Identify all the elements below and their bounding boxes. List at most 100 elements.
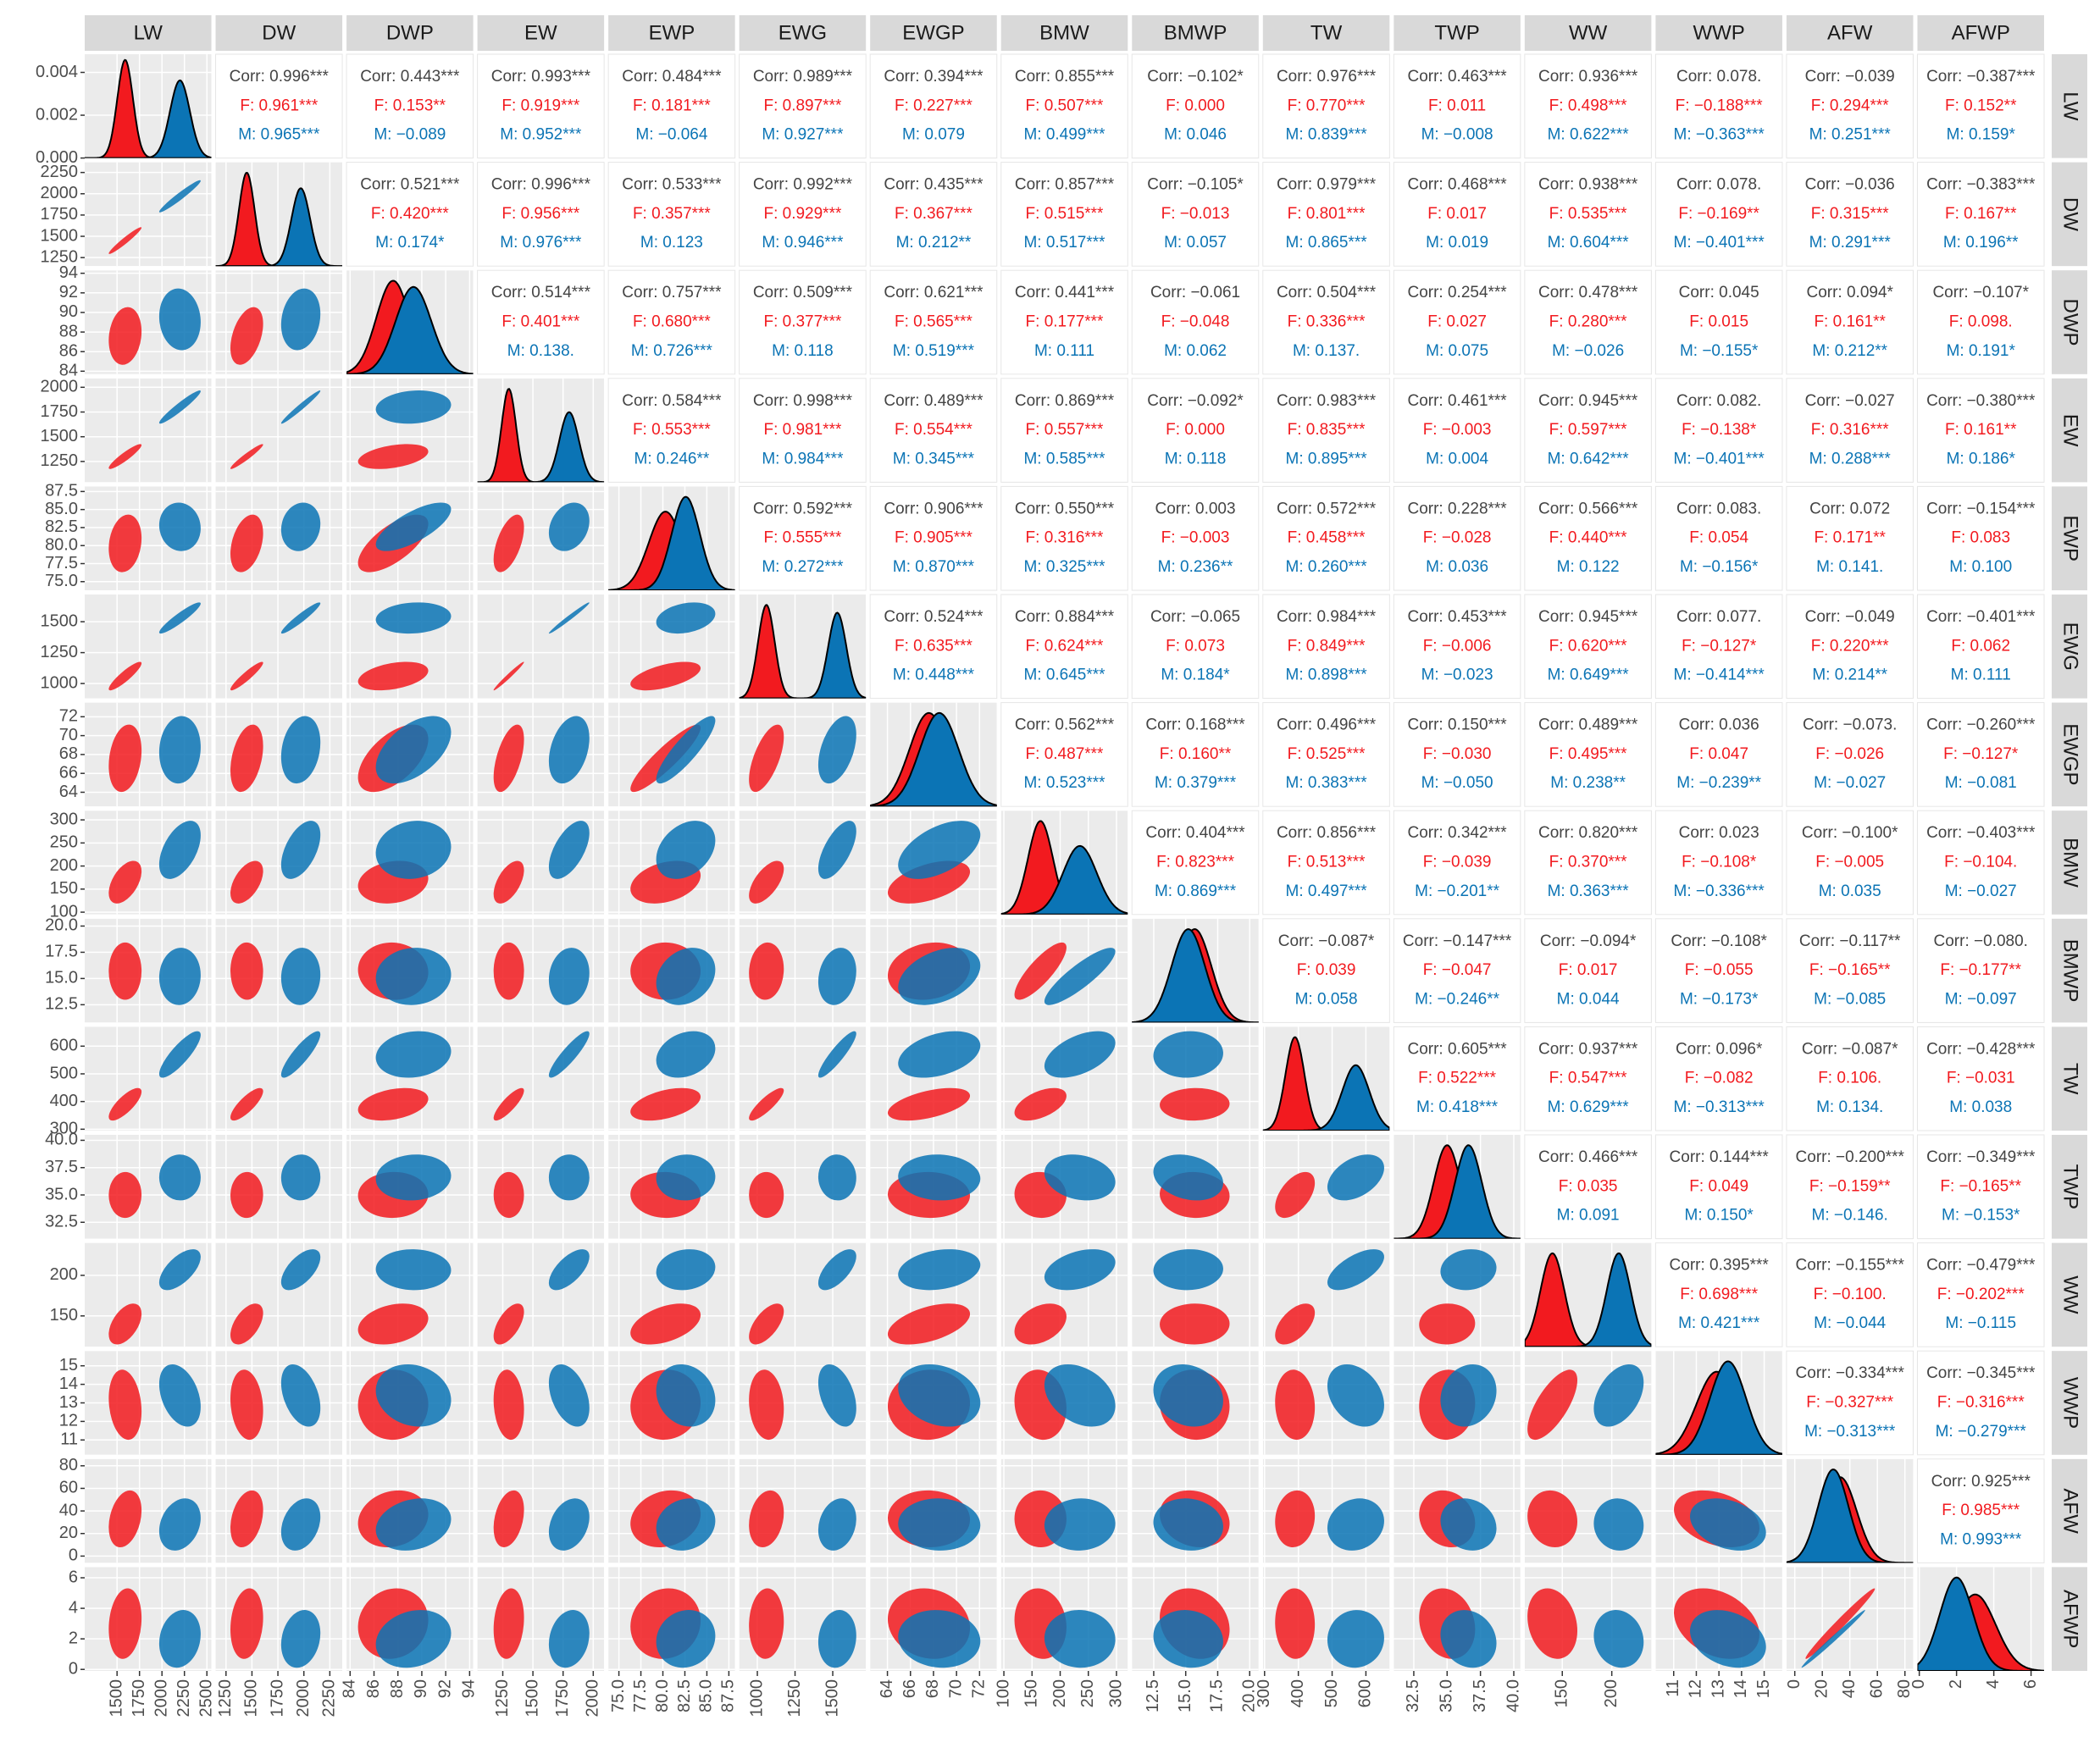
x-tick-label: 2250	[320, 1679, 339, 1718]
x-tick-label: 1750	[130, 1679, 148, 1718]
scatter-cloud-male	[158, 948, 201, 1005]
cor-panel	[477, 162, 605, 267]
panel	[85, 1026, 212, 1131]
cor-total: Corr: 0.979***	[1277, 176, 1377, 194]
cor-male: M: 0.965***	[238, 126, 320, 144]
cor-total: Corr: 0.045	[1679, 284, 1759, 301]
scatter-cloud-male	[375, 390, 452, 424]
cor-total: Corr: 0.496***	[1277, 716, 1377, 734]
cor-total: Corr: −0.027	[1805, 392, 1895, 410]
strip-label: BMWP	[2059, 939, 2082, 1003]
panel	[477, 1567, 605, 1672]
scatter-cloud-male	[280, 716, 321, 784]
cor-panel	[1524, 53, 1652, 159]
panel	[739, 1135, 867, 1239]
y-tick-label: 0.004	[36, 63, 78, 81]
scatter-cloud-male	[1593, 1498, 1644, 1551]
cor-panel	[1654, 810, 1783, 915]
y-tick-label: 80	[59, 1456, 78, 1474]
cor-total: Corr: 0.435***	[884, 176, 984, 194]
cor-male: M: 0.345***	[893, 450, 975, 467]
cor-panel	[869, 162, 998, 267]
scatter-cloud-female	[1527, 1490, 1578, 1548]
x-tick-label: 80.0	[653, 1679, 672, 1712]
strip-label: DW	[262, 21, 296, 44]
cor-panel	[869, 485, 998, 591]
scatter-cloud-male	[158, 502, 201, 551]
cor-male: M: 0.604***	[1548, 234, 1630, 252]
cor-female: F: −0.169**	[1678, 205, 1759, 223]
cor-male: M: −0.027	[1945, 882, 2017, 900]
y-tick-label: 0	[69, 1659, 78, 1678]
panel	[477, 1026, 605, 1131]
cor-total: Corr: −0.102*	[1147, 68, 1244, 86]
cor-panel	[1131, 702, 1260, 807]
scatter-cloud-male	[1689, 1610, 1766, 1668]
cor-total: Corr: 0.404***	[1145, 824, 1245, 842]
scatter-cloud-female	[749, 1087, 784, 1121]
cor-panel	[1654, 918, 1783, 1023]
cor-female: F: −0.202***	[1937, 1286, 2025, 1303]
cor-total: Corr: 0.820***	[1538, 824, 1638, 842]
cor-panel	[1916, 918, 2045, 1023]
cor-total: Corr: 0.533***	[622, 176, 722, 194]
cor-female: F: −0.127*	[1682, 637, 1757, 655]
cor-total: Corr: 0.855***	[1015, 68, 1115, 86]
cor-panel	[739, 378, 867, 483]
cor-male: M: −0.085	[1814, 990, 1886, 1008]
cor-female: F: −0.030	[1423, 745, 1492, 763]
y-tick-label: 11	[60, 1430, 78, 1449]
x-tick-label: 37.5	[1471, 1679, 1489, 1712]
cor-total: Corr: 0.077.	[1676, 608, 1761, 626]
strip-label: EW	[2059, 414, 2082, 447]
cor-panel	[1393, 702, 1521, 807]
cor-total: Corr: 0.938***	[1538, 176, 1638, 194]
cor-male: M: −0.173*	[1680, 990, 1759, 1008]
scatter-cloud-male	[280, 1031, 321, 1078]
strip-right	[2052, 378, 2087, 483]
cor-female: F: 0.377***	[763, 313, 841, 331]
panel	[477, 595, 605, 699]
scatter-cloud-female	[108, 227, 142, 254]
panel	[215, 270, 343, 374]
y-tick-label: 2	[69, 1629, 78, 1647]
x-tick-label: 500	[1322, 1679, 1341, 1707]
y-tick-label: 88	[59, 322, 78, 340]
cor-panel	[1786, 1026, 1914, 1131]
scatter-cloud-male	[1153, 1364, 1223, 1427]
cor-panel	[1654, 53, 1783, 159]
cor-panel	[1654, 378, 1783, 483]
cor-female: F: 0.367***	[895, 205, 972, 223]
cor-panel	[1000, 269, 1128, 375]
x-tick-label: 94	[460, 1679, 479, 1698]
cor-male: M: −0.336***	[1674, 882, 1765, 900]
cor-female: F: −0.003	[1161, 529, 1230, 547]
cor-male: M: −0.313***	[1804, 1423, 1896, 1441]
cor-male: M: 0.122	[1557, 558, 1620, 576]
cor-panel	[1654, 702, 1783, 807]
scatter-cloud-female	[230, 1588, 263, 1659]
cor-total: Corr: −0.260***	[1926, 716, 2036, 734]
scatter-cloud-male	[375, 821, 452, 879]
strip-label: WW	[2059, 1275, 2082, 1314]
panel	[215, 486, 343, 591]
scatter-cloud-male	[1440, 1610, 1497, 1668]
cor-total: Corr: 0.466***	[1538, 1148, 1638, 1166]
scatter-cloud-male	[158, 1364, 201, 1427]
cor-panel	[1524, 1026, 1652, 1131]
panel	[608, 1135, 735, 1239]
cor-male: M: −0.401***	[1674, 450, 1765, 467]
cor-panel	[1524, 378, 1652, 483]
panel	[1000, 1567, 1128, 1672]
cor-total: Corr: −0.036	[1805, 176, 1895, 194]
y-tick-label: 0.000	[36, 148, 78, 167]
cor-panel	[869, 594, 998, 700]
cor-male: M: 0.984***	[762, 450, 844, 467]
cor-female: F: 0.635***	[895, 637, 972, 655]
strip-top	[1917, 15, 2044, 51]
cor-female: F: −0.165**	[1809, 961, 1891, 979]
cor-panel	[1916, 485, 2045, 591]
panel	[346, 1242, 474, 1347]
cor-total: Corr: 0.395***	[1670, 1257, 1770, 1275]
panel	[85, 1567, 212, 1672]
